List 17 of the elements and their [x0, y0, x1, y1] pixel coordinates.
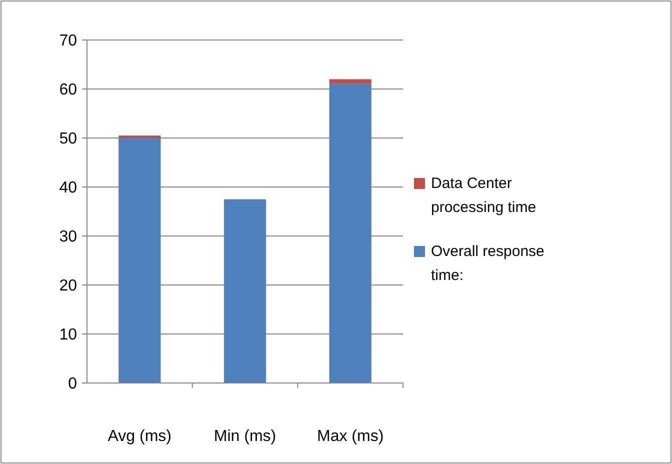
- y-tick-label: 60: [59, 82, 78, 99]
- x-tick-label: Min (ms): [214, 428, 276, 445]
- bar: [224, 199, 266, 383]
- y-tick-label: 10: [59, 326, 78, 344]
- y-tick-label: 70: [59, 32, 78, 50]
- x-tick-label: Max (ms): [317, 428, 384, 445]
- y-tick-label: 0: [68, 376, 78, 393]
- bar: [329, 84, 372, 383]
- y-tick-label: 40: [59, 180, 78, 197]
- legend-label: Overall response time:: [431, 243, 544, 284]
- y-tick-label: 30: [59, 228, 78, 246]
- legend-label: Data Center processing time: [431, 175, 536, 216]
- y-tick-label: 20: [59, 278, 78, 295]
- y-tick-label: 50: [59, 130, 78, 148]
- x-tick-label: Avg (ms): [108, 428, 172, 445]
- bar: [329, 79, 372, 84]
- bar: [118, 138, 161, 383]
